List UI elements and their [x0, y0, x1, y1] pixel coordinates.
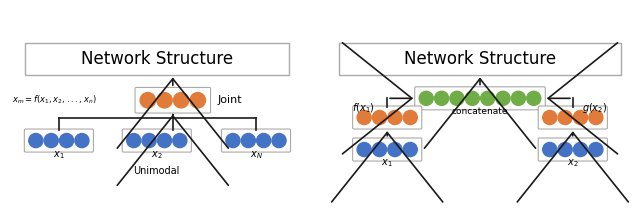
Circle shape — [127, 134, 141, 148]
Circle shape — [403, 110, 417, 125]
Text: concatenate: concatenate — [452, 107, 508, 116]
Text: Network Structure: Network Structure — [404, 50, 556, 68]
Circle shape — [543, 110, 557, 125]
Circle shape — [357, 110, 371, 125]
Circle shape — [241, 134, 255, 148]
Text: $x_1$: $x_1$ — [381, 157, 393, 169]
Circle shape — [357, 142, 371, 156]
FancyBboxPatch shape — [135, 87, 211, 113]
FancyBboxPatch shape — [353, 138, 422, 161]
FancyBboxPatch shape — [538, 106, 607, 129]
FancyBboxPatch shape — [122, 129, 191, 152]
Text: Network Structure: Network Structure — [81, 50, 233, 68]
Circle shape — [496, 91, 510, 105]
Circle shape — [190, 93, 205, 108]
Circle shape — [573, 110, 588, 125]
Circle shape — [450, 91, 464, 105]
FancyBboxPatch shape — [538, 138, 607, 161]
Circle shape — [589, 142, 603, 156]
Circle shape — [29, 134, 43, 148]
FancyBboxPatch shape — [221, 129, 291, 152]
Circle shape — [589, 110, 603, 125]
Circle shape — [140, 93, 156, 108]
Circle shape — [75, 134, 89, 148]
FancyBboxPatch shape — [25, 43, 289, 75]
Circle shape — [403, 142, 417, 156]
Circle shape — [257, 134, 271, 148]
Text: $x_2$: $x_2$ — [151, 149, 163, 161]
Circle shape — [142, 134, 156, 148]
Circle shape — [372, 142, 387, 156]
FancyBboxPatch shape — [339, 43, 621, 75]
Circle shape — [543, 142, 557, 156]
FancyBboxPatch shape — [24, 129, 93, 152]
Text: Joint: Joint — [218, 95, 242, 105]
FancyBboxPatch shape — [415, 87, 545, 110]
Circle shape — [173, 93, 189, 108]
Circle shape — [481, 91, 495, 105]
Text: $x_2$: $x_2$ — [567, 157, 579, 169]
Circle shape — [60, 134, 74, 148]
Circle shape — [226, 134, 240, 148]
Circle shape — [157, 134, 172, 148]
Text: Unimodal: Unimodal — [134, 166, 180, 176]
Circle shape — [388, 110, 402, 125]
Circle shape — [157, 93, 172, 108]
Circle shape — [44, 134, 58, 148]
Text: $x_1$: $x_1$ — [53, 149, 65, 161]
Text: $x_N$: $x_N$ — [250, 149, 262, 161]
Circle shape — [573, 142, 588, 156]
Circle shape — [419, 91, 433, 105]
Circle shape — [435, 91, 449, 105]
Circle shape — [372, 110, 387, 125]
Circle shape — [558, 110, 572, 125]
Circle shape — [272, 134, 286, 148]
Circle shape — [465, 91, 479, 105]
Circle shape — [173, 134, 187, 148]
Circle shape — [511, 91, 525, 105]
Text: $f(x_1)$: $f(x_1)$ — [352, 101, 374, 115]
Circle shape — [558, 142, 572, 156]
Circle shape — [527, 91, 541, 105]
Text: $g(x_2)$: $g(x_2)$ — [582, 101, 608, 115]
FancyBboxPatch shape — [353, 106, 422, 129]
Text: $x_m = f(x_1, x_2, ..., x_n)$: $x_m = f(x_1, x_2, ..., x_n)$ — [12, 94, 96, 106]
Circle shape — [388, 142, 402, 156]
